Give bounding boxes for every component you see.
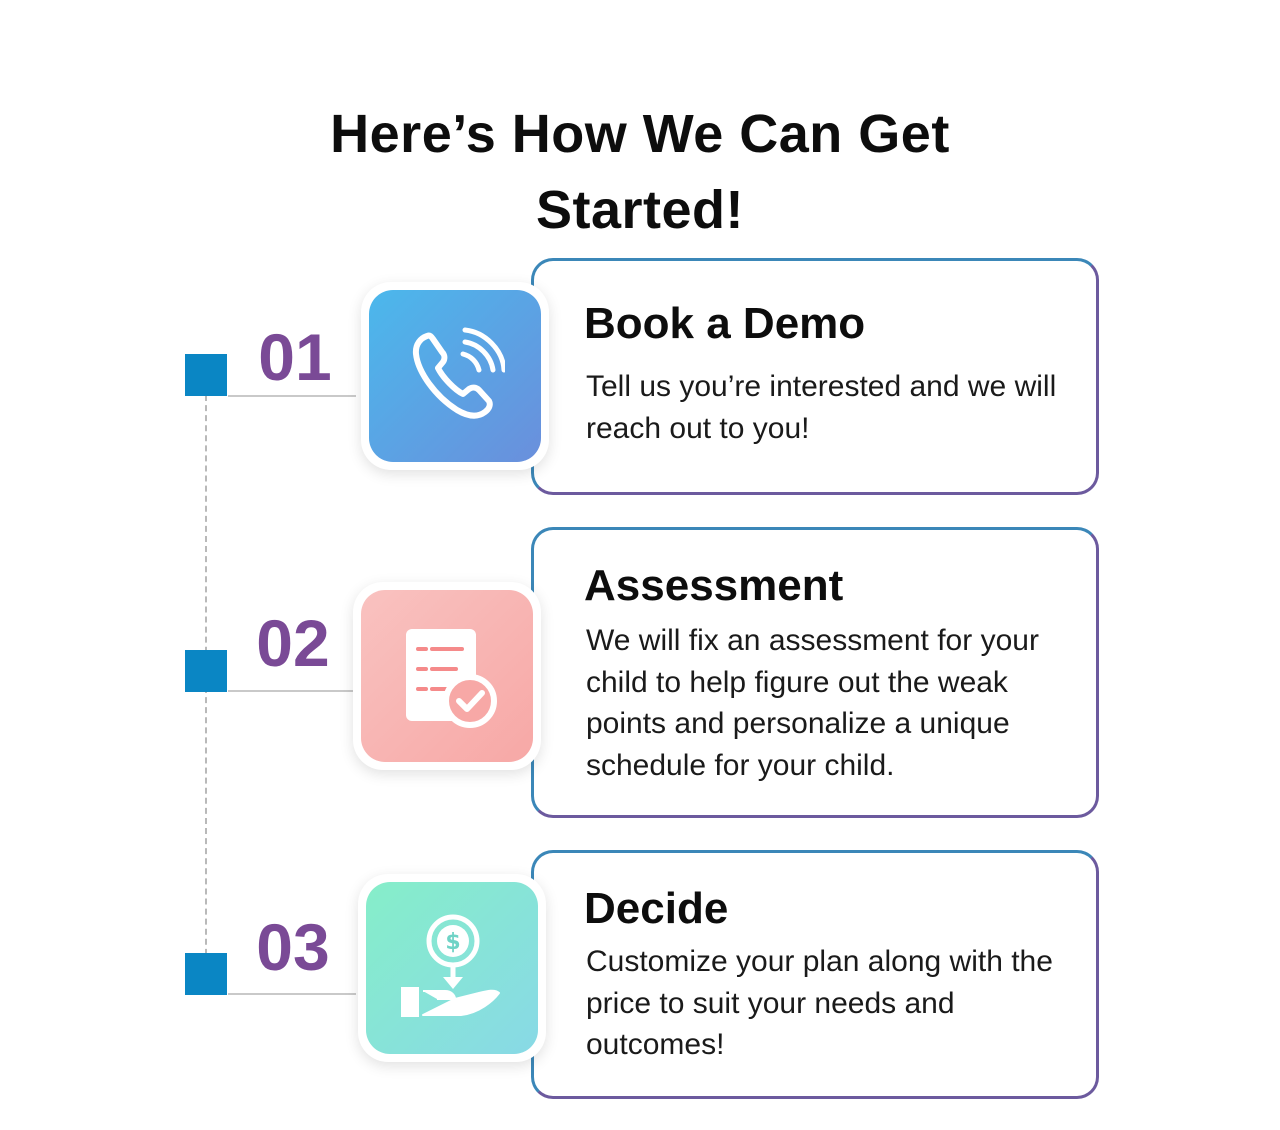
step-icon-tile-3: $ <box>358 874 546 1062</box>
phone-icon <box>412 327 505 419</box>
step-connector-3 <box>228 993 356 995</box>
title-line-2: Started! <box>535 180 745 241</box>
step-connector-2 <box>228 690 356 692</box>
step-icon-tile-2 <box>353 582 541 770</box>
step-card-1: Book a Demo Tell us you’re interested an… <box>531 258 1099 495</box>
step-card-3: Decide Customize your plan along with th… <box>531 850 1099 1099</box>
step-description-3: Customize your plan along with the price… <box>586 945 1053 1061</box>
step-number-1: 01 <box>258 320 332 394</box>
step-marker-2 <box>185 650 227 692</box>
step-title-1: Book a Demo <box>584 299 866 348</box>
money-hand-icon: $ <box>401 914 500 1017</box>
step-title-3: Decide <box>584 884 729 933</box>
step-marker-1 <box>185 354 227 396</box>
step-marker-3 <box>185 953 227 995</box>
page-title: Here’s How We Can Get Started! <box>0 96 1280 248</box>
checklist-icon <box>406 629 497 728</box>
svg-text:$: $ <box>445 930 460 955</box>
step-description-1: Tell us you’re interested and we will re… <box>586 370 1057 445</box>
step-connector-1 <box>228 395 356 397</box>
step-number-3: 03 <box>256 910 330 984</box>
title-line-1: Here’s How We Can Get <box>330 104 950 165</box>
step-icon-tile-1 <box>361 282 549 470</box>
step-number-2: 02 <box>256 606 330 680</box>
step-card-2: Assessment We will fix an assessment for… <box>531 527 1099 818</box>
step-title-2: Assessment <box>584 561 844 610</box>
step-description-2: We will fix an assessment for your child… <box>586 624 1039 782</box>
